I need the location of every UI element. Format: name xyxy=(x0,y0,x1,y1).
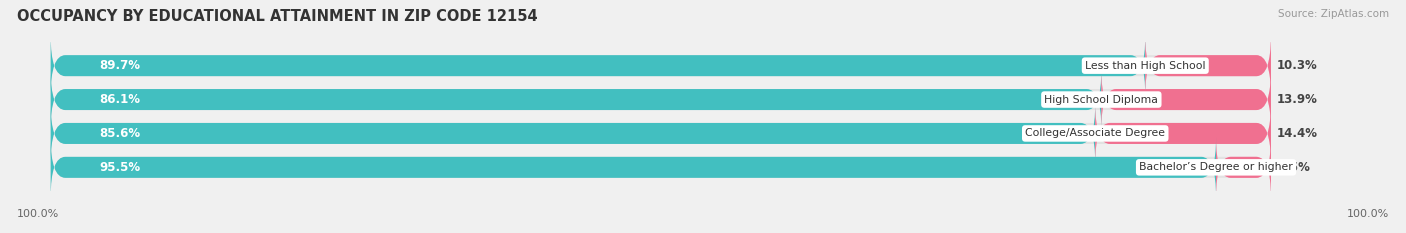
Text: OCCUPANCY BY EDUCATIONAL ATTAINMENT IN ZIP CODE 12154: OCCUPANCY BY EDUCATIONAL ATTAINMENT IN Z… xyxy=(17,9,537,24)
Text: High School Diploma: High School Diploma xyxy=(1045,95,1159,105)
FancyBboxPatch shape xyxy=(51,103,1271,164)
FancyBboxPatch shape xyxy=(1101,69,1271,130)
Text: 100.0%: 100.0% xyxy=(1347,209,1389,219)
FancyBboxPatch shape xyxy=(1095,103,1271,164)
Text: 89.7%: 89.7% xyxy=(100,59,141,72)
Text: 86.1%: 86.1% xyxy=(100,93,141,106)
Text: Less than High School: Less than High School xyxy=(1085,61,1205,71)
FancyBboxPatch shape xyxy=(1101,69,1271,130)
FancyBboxPatch shape xyxy=(1146,35,1271,96)
FancyBboxPatch shape xyxy=(51,35,1271,96)
Text: 13.9%: 13.9% xyxy=(1277,93,1317,106)
Text: Bachelor’s Degree or higher: Bachelor’s Degree or higher xyxy=(1139,162,1294,172)
Text: 4.5%: 4.5% xyxy=(1277,161,1310,174)
Text: 100.0%: 100.0% xyxy=(17,209,59,219)
FancyBboxPatch shape xyxy=(51,69,1271,130)
FancyBboxPatch shape xyxy=(1146,35,1271,96)
FancyBboxPatch shape xyxy=(1095,103,1271,164)
Text: Source: ZipAtlas.com: Source: ZipAtlas.com xyxy=(1278,9,1389,19)
FancyBboxPatch shape xyxy=(51,137,1271,198)
Text: 85.6%: 85.6% xyxy=(100,127,141,140)
FancyBboxPatch shape xyxy=(51,137,1216,198)
Text: 14.4%: 14.4% xyxy=(1277,127,1317,140)
Text: 95.5%: 95.5% xyxy=(100,161,141,174)
FancyBboxPatch shape xyxy=(51,103,1095,164)
Text: College/Associate Degree: College/Associate Degree xyxy=(1025,128,1166,138)
FancyBboxPatch shape xyxy=(1216,137,1271,198)
FancyBboxPatch shape xyxy=(1216,137,1271,198)
FancyBboxPatch shape xyxy=(51,35,1146,96)
Text: 10.3%: 10.3% xyxy=(1277,59,1317,72)
FancyBboxPatch shape xyxy=(51,69,1101,130)
